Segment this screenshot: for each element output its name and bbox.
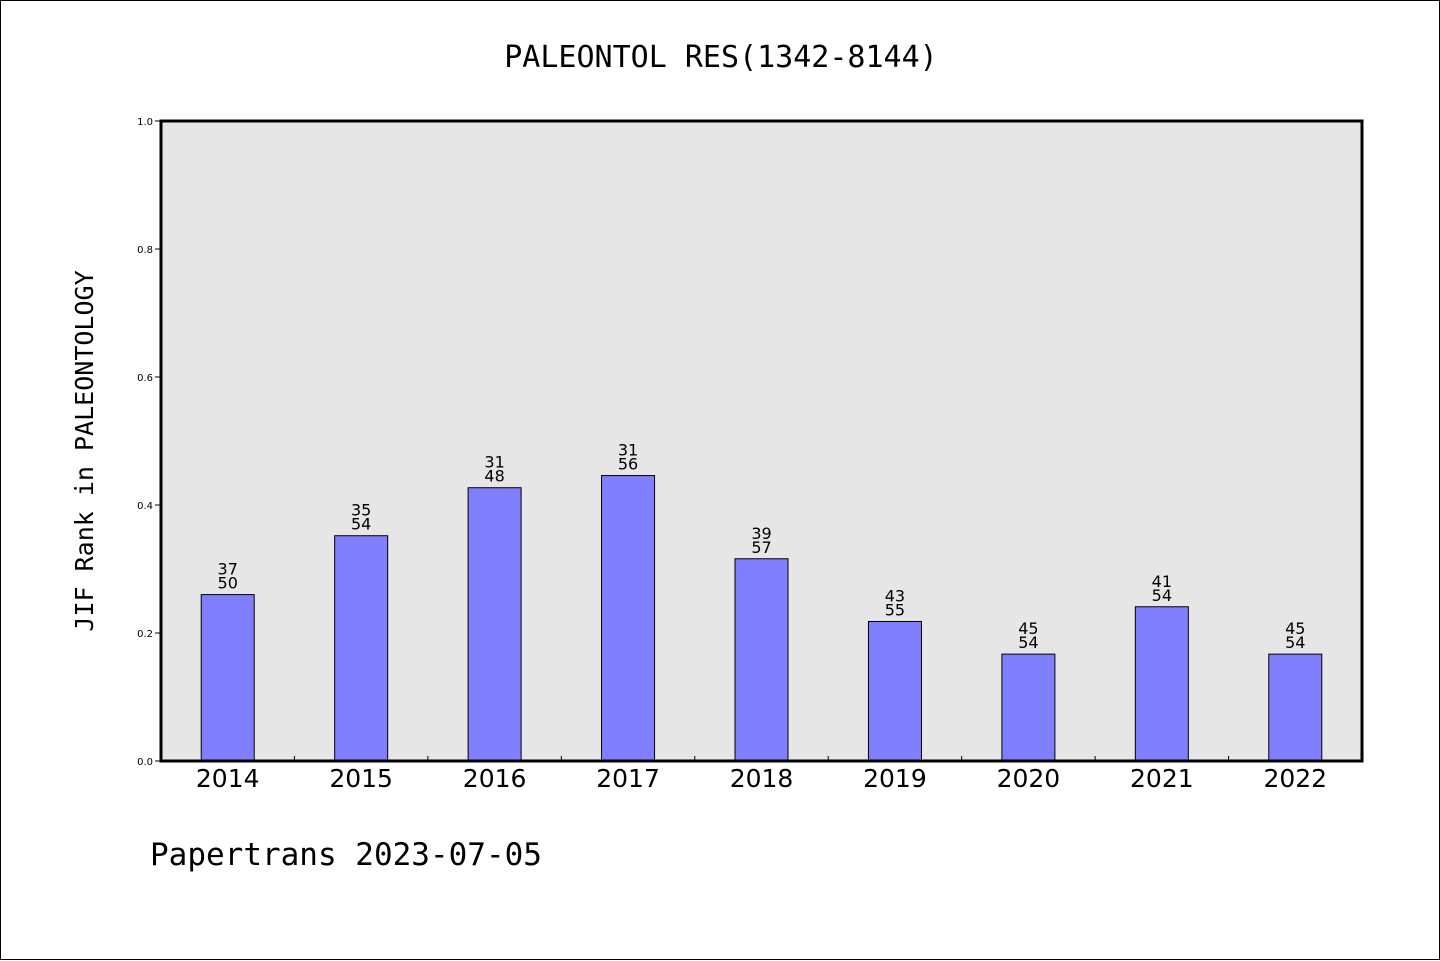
x-tick-label: 2015 <box>329 764 393 793</box>
bar-2022 <box>1268 653 1323 762</box>
bar-rank-label: 31 <box>484 453 504 472</box>
y-tick-label: 0.8 <box>137 245 153 256</box>
bar-rank-label: 43 <box>885 586 905 605</box>
bar-rank-label: 45 <box>1018 619 1038 638</box>
bar-rank-label: 37 <box>218 560 238 579</box>
x-tick-label: 2021 <box>1130 764 1194 793</box>
y-tick-label: 1.0 <box>137 117 153 128</box>
bar-total-label: 50 <box>218 574 238 593</box>
bar-rank-label: 39 <box>751 524 771 543</box>
bar-total-label: 54 <box>1285 633 1305 652</box>
bar-2021 <box>1134 606 1189 762</box>
bar-2014 <box>200 594 255 762</box>
bar-rank-label: 45 <box>1285 619 1305 638</box>
plot-border <box>159 119 1364 763</box>
x-tick-label: 2020 <box>997 764 1061 793</box>
x-tick-label: 2019 <box>863 764 927 793</box>
bar-total-label: 48 <box>484 467 504 486</box>
bar-total-label: 54 <box>1018 633 1038 652</box>
bar-total-label: 54 <box>1152 586 1172 605</box>
x-tick-label: 2014 <box>196 764 260 793</box>
bar-2018 <box>734 558 789 762</box>
bar-2016 <box>467 487 522 762</box>
bar-2020 <box>1001 653 1056 762</box>
chart-title: PALEONTOL RES(1342-8144) <box>504 40 937 75</box>
footer-text: Papertrans 2023-07-05 <box>150 837 542 873</box>
bar-total-label: 55 <box>885 600 905 619</box>
y-axis-label: JIF Rank in PALEONTOLOGY <box>70 270 99 631</box>
y-tick-label: 0.2 <box>137 629 153 640</box>
x-tick-label: 2022 <box>1263 764 1327 793</box>
bars-layer <box>200 475 1323 762</box>
bar-rank-label: 41 <box>1152 572 1172 591</box>
bar-rank-label: 31 <box>618 441 638 460</box>
bar-total-label: 54 <box>351 515 371 534</box>
y-tick-label: 0.6 <box>137 373 153 384</box>
bar-total-label: 57 <box>751 538 771 557</box>
bar-rank-label: 35 <box>351 501 371 520</box>
bar-total-label: 56 <box>618 455 638 474</box>
x-tick-label: 2016 <box>463 764 527 793</box>
bar-2015 <box>334 535 389 762</box>
x-tick-label: 2017 <box>596 764 660 793</box>
bar-2017 <box>601 475 656 762</box>
labels-layer: 3750201435542015314820163156201739572018… <box>196 441 1327 793</box>
bar-2019 <box>867 620 922 762</box>
x-tick-label: 2018 <box>730 764 794 793</box>
y-tick-label: 0.4 <box>137 501 153 512</box>
y-tick-label: 0.0 <box>137 757 153 768</box>
